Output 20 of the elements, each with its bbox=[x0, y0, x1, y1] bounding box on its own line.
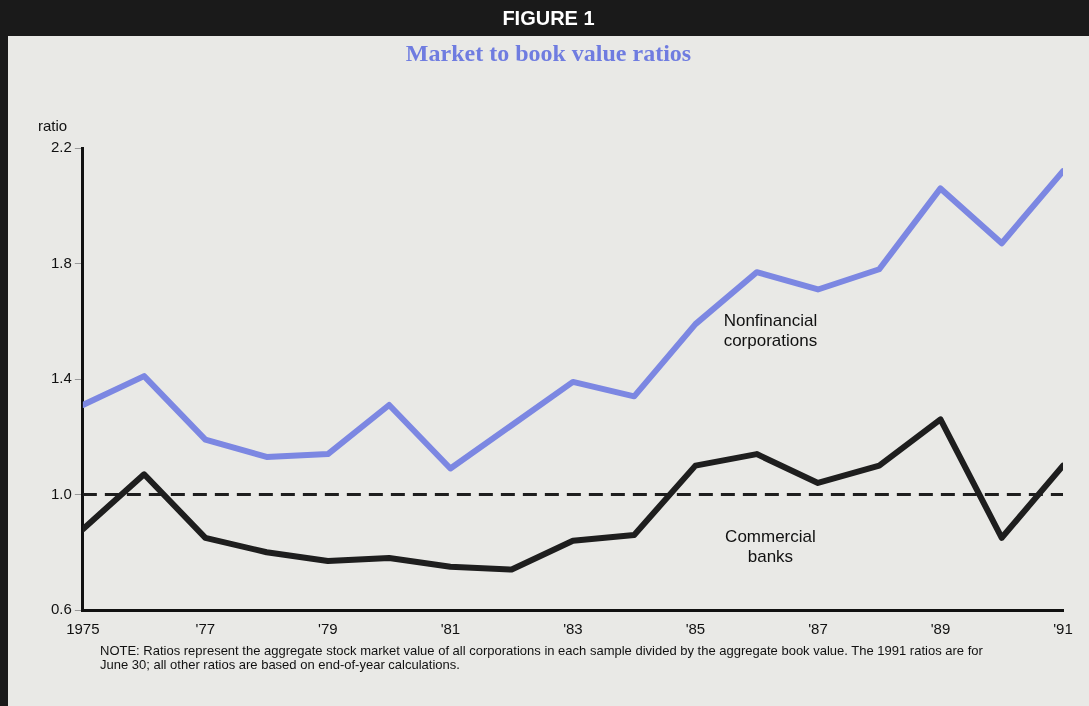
y-tick-label: 1.8 bbox=[50, 253, 72, 271]
chart-subtitle: Market to book value ratios bbox=[404, 40, 693, 67]
x-tick-label: '81 bbox=[440, 620, 461, 638]
x-tick-label: '77 bbox=[195, 620, 216, 638]
chart-title: FIGURE 1 bbox=[8, 0, 1089, 36]
x-tick-label: '83 bbox=[563, 620, 583, 638]
y-axis-title: ratio bbox=[38, 117, 68, 134]
text: Commercial banks bbox=[725, 526, 816, 566]
text: NOTE: Ratios represent the aggregate stock market value of all corporations in each sample divided by the aggregate book value. The 1991 ratios are for June 30; all other ratios are based on end-of-year calculations. bbox=[100, 643, 984, 672]
x-tick-label: '89 bbox=[930, 620, 951, 638]
series-label: Nonfinancial corporations bbox=[723, 311, 818, 351]
y-tick-label: 1.0 bbox=[50, 484, 72, 502]
x-tick-label: '87 bbox=[808, 620, 828, 638]
x-tick-label: '79 bbox=[318, 620, 338, 638]
y-tick-label: 1.4 bbox=[50, 369, 72, 387]
x-tick-label: '91 bbox=[1053, 620, 1073, 638]
x-tick-label: '85 bbox=[685, 620, 706, 638]
y-tick-label: 2.2 bbox=[50, 138, 72, 156]
y-tick-label: 0.6 bbox=[50, 600, 72, 618]
x-tick-label: 1975 bbox=[66, 620, 100, 638]
